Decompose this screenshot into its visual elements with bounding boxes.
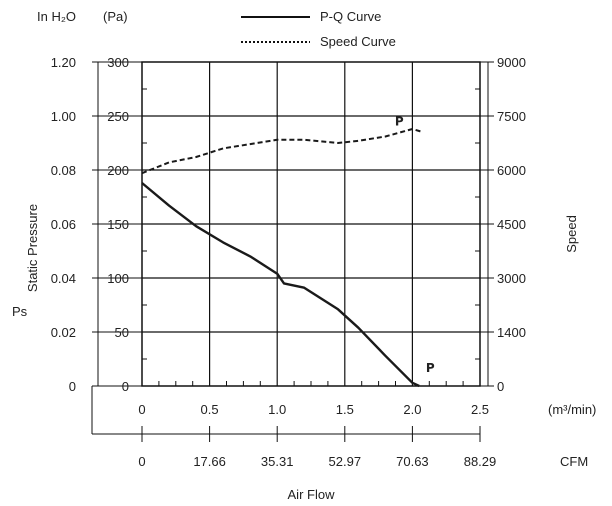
pq-point-label: P xyxy=(426,361,435,375)
speed-curve-line xyxy=(141,128,424,175)
y-tick-label-inh2o: 0.08 xyxy=(51,163,76,178)
x-tick-label-m3min: 0.5 xyxy=(201,402,219,417)
y-tick-label-speed: 7500 xyxy=(497,109,526,124)
y-tick-label-inh2o: 0.02 xyxy=(51,325,76,340)
y-tick-label-pa: 50 xyxy=(115,325,129,340)
x-tick-label-cfm: 70.63 xyxy=(396,454,429,469)
legend: P-Q Curve Speed Curve xyxy=(241,9,396,49)
ps-label: Ps xyxy=(12,304,28,319)
y-tick-label-speed: 4500 xyxy=(497,217,526,232)
x-tick-label-cfm: 0 xyxy=(138,454,145,469)
series-lines xyxy=(141,128,424,388)
y-tick-label-pa: 150 xyxy=(107,217,129,232)
y-tick-label-speed: 3000 xyxy=(497,271,526,286)
inh2o-unit-label: In H₂O xyxy=(37,9,76,24)
y-tick-label-speed: 1400 xyxy=(497,325,526,340)
y-tick-label-speed: 6000 xyxy=(497,163,526,178)
y-tick-label-pa: 0 xyxy=(122,379,129,394)
pa-unit-label: (Pa) xyxy=(103,9,128,24)
y-tick-label-pa: 250 xyxy=(107,109,129,124)
y-tick-label-inh2o: 0.06 xyxy=(51,217,76,232)
y-tick-label-speed: 9000 xyxy=(497,55,526,70)
y-tick-label-inh2o: 1.00 xyxy=(51,109,76,124)
y-tick-label-pa: 100 xyxy=(107,271,129,286)
legend-label-speed: Speed Curve xyxy=(320,34,396,49)
y-tick-label-inh2o: 1.20 xyxy=(51,55,76,70)
x-unit-cfm: CFM xyxy=(560,454,588,469)
speed-point-label: P xyxy=(395,115,404,129)
speed-title: Speed xyxy=(564,215,579,253)
pq-curve-line xyxy=(141,182,420,388)
axes xyxy=(91,61,494,442)
legend-label-pq: P-Q Curve xyxy=(320,9,381,24)
static-pressure-title: Static Pressure xyxy=(25,204,40,292)
grid xyxy=(141,61,481,387)
x-tick-label-m3min: 2.0 xyxy=(403,402,421,417)
x-tick-label-m3min: 0 xyxy=(138,402,145,417)
x-tick-label-cfm: 88.29 xyxy=(464,454,497,469)
x-tick-label-m3min: 1.5 xyxy=(336,402,354,417)
x-unit-m3min: (m³/min) xyxy=(548,402,596,417)
x-axis-title: Air Flow xyxy=(288,487,336,502)
y-tick-label-speed: 0 xyxy=(497,379,504,394)
x-tick-label-cfm: 35.31 xyxy=(261,454,294,469)
x-tick-label-cfm: 52.97 xyxy=(329,454,362,469)
y-tick-label-inh2o: 0 xyxy=(69,379,76,394)
y-tick-label-inh2o: 0.04 xyxy=(51,271,76,286)
annotations: PP xyxy=(395,115,435,375)
x-tick-label-m3min: 1.0 xyxy=(268,402,286,417)
x-tick-label-cfm: 17.66 xyxy=(193,454,226,469)
x-tick-label-m3min: 2.5 xyxy=(471,402,489,417)
y-tick-label-pa: 300 xyxy=(107,55,129,70)
y-tick-label-pa: 200 xyxy=(107,163,129,178)
